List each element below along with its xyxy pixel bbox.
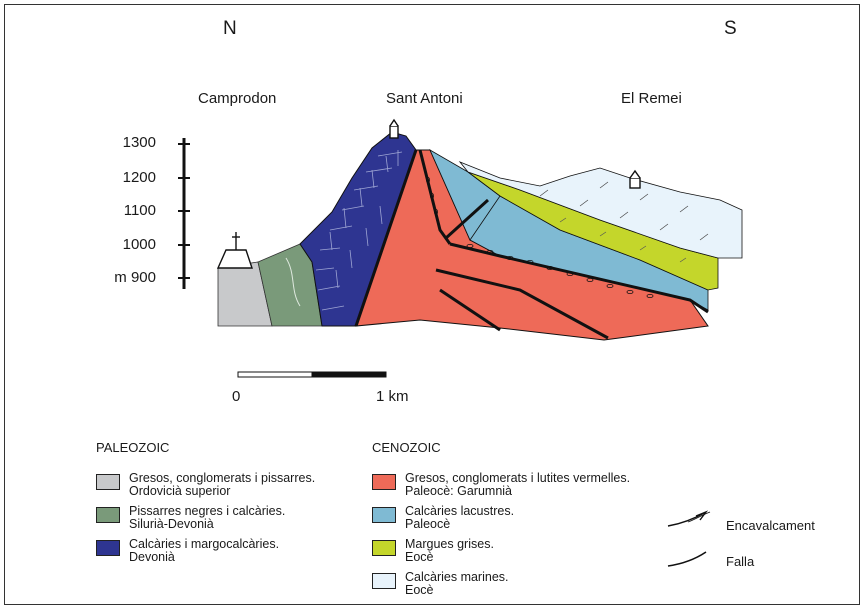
legend-line: Ordovicià superior: [129, 484, 231, 498]
church-el-remei-icon: [629, 169, 641, 189]
legend-cenozoic-title: CENOZOIC: [372, 440, 441, 455]
legend-item: Pissarres negres i calcàries. Silurià-Dev…: [96, 505, 285, 531]
legend-swatch: [372, 573, 396, 589]
legend-swatch: [96, 540, 120, 556]
legend-line: Gresos, conglomerats i lutites vermelles…: [405, 471, 631, 485]
legend-line: Calcàries i margocalcàries.: [129, 537, 280, 551]
legend-line: Silurià-Devonià: [129, 517, 214, 531]
scale-start-label: 0: [232, 388, 241, 405]
legend-fault-label: Falla: [726, 554, 755, 569]
legend-line: Devonià: [129, 550, 175, 564]
legend-line: Gresos, conglomerats i pissarres.: [129, 471, 316, 485]
fault-lines: [354, 149, 709, 340]
scale-bar: [237, 371, 387, 378]
south-label: S: [724, 18, 737, 39]
locality-camprodon: Camprodon: [198, 90, 277, 107]
legend-line: Eocè: [405, 583, 434, 597]
legend-item: Calcàries marines. Eocè: [372, 571, 509, 597]
elevation-axis: [178, 138, 190, 289]
fault-symbol-icon: [667, 551, 707, 567]
legend-item: Margues grises. Eocè: [372, 538, 494, 564]
legend-item: Calcàries i margocalcàries. Devonià: [96, 538, 279, 564]
legend-item: Gresos, conglomerats i lutites vermelles…: [372, 472, 630, 498]
elevation-tick: 1200: [122, 169, 156, 186]
elevation-tick: m 900: [114, 269, 156, 286]
legend-paleozoic-title: PALEOZOIC: [96, 440, 170, 455]
legend-line: Paleocè: [405, 517, 451, 531]
devonian-texture: [315, 150, 403, 311]
legend-swatch: [96, 507, 120, 523]
elevation-tick: 1100: [123, 202, 156, 219]
locality-el-remei: El Remei: [621, 90, 682, 107]
elevation-tick: 1000: [122, 236, 156, 253]
legend-swatch: [96, 474, 120, 490]
legend-line: Pissarres negres i calcàries.: [129, 504, 286, 518]
legend-line: Calcàries lacustres.: [405, 504, 515, 518]
elevation-tick: 1300: [122, 134, 156, 151]
unit-devonian: [299, 131, 417, 327]
legend-item: Gresos, conglomerats i pissarres. Ordovic…: [96, 472, 315, 498]
figure-frame: [4, 4, 860, 605]
north-label: N: [223, 18, 237, 39]
legend-line: Margues grises.: [405, 537, 494, 551]
thrust-symbol-icon: [667, 510, 711, 527]
unit-marine-limestone: [458, 161, 743, 259]
legend-item: Calcàries lacustres. Paleocè: [372, 505, 514, 531]
legend-line: Eocè: [405, 550, 434, 564]
locality-sant-antoni: Sant Antoni: [386, 90, 463, 107]
church-sant-antoni-icon: [389, 118, 399, 139]
legend-thrust-label: Encavalcament: [726, 518, 815, 533]
legend-swatch: [372, 474, 396, 490]
legend-line: Calcàries marines.: [405, 570, 509, 584]
church-camprodon-icon: [216, 232, 253, 269]
scale-end-label: 1 km: [376, 388, 409, 405]
legend-swatch: [372, 507, 396, 523]
legend-line: Paleocè: Garumnià: [405, 484, 513, 498]
legend-swatch: [372, 540, 396, 556]
